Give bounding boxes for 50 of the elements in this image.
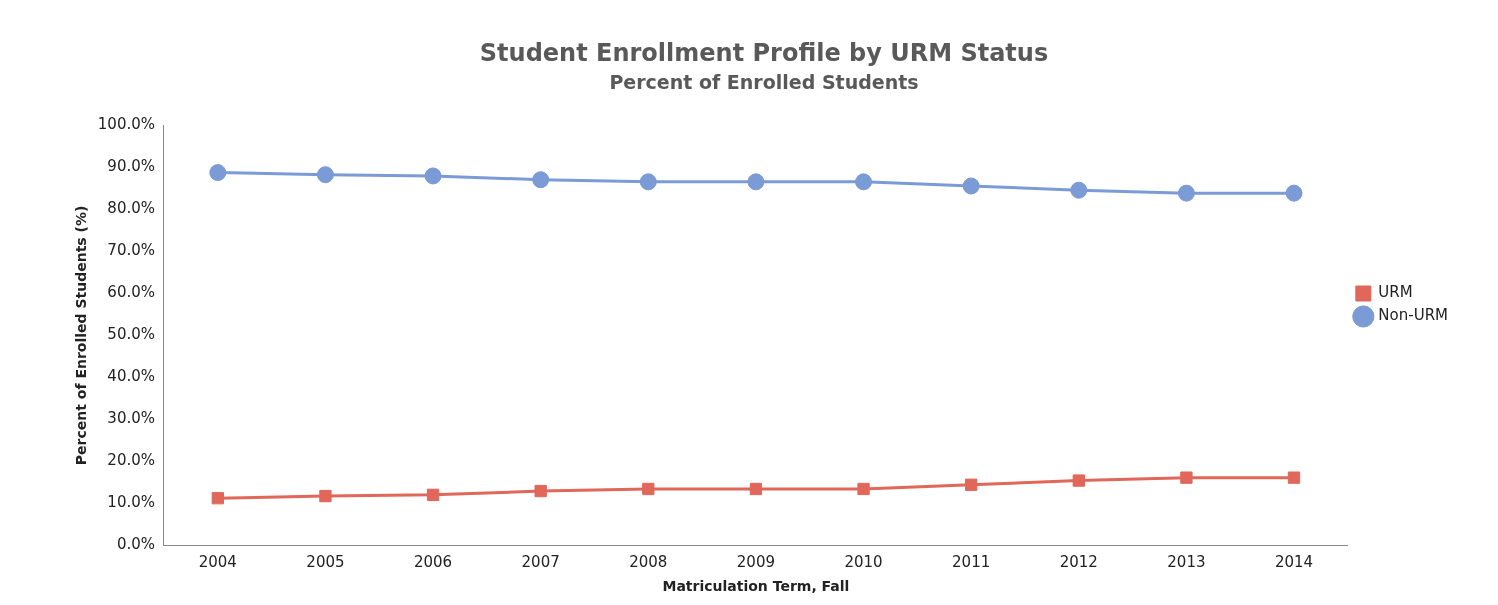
- y-tick-label: 90.0%: [107, 157, 155, 176]
- point: [426, 488, 440, 502]
- x-tick-label: 2008: [629, 553, 668, 572]
- point: [639, 173, 657, 191]
- chart-title: Student Enrollment Profile by URM Status: [479, 38, 1049, 67]
- point: [1072, 474, 1085, 487]
- x-tick-label: 2009: [736, 553, 776, 572]
- point: [642, 482, 655, 496]
- point: [424, 167, 442, 185]
- x-tick-label: 2006: [413, 553, 453, 572]
- point: [749, 482, 763, 496]
- y-axis-title: Percent of Enrolled Students (%): [73, 205, 90, 466]
- point: [855, 173, 873, 191]
- point: [1070, 181, 1088, 199]
- y-tick-label: 20.0%: [107, 451, 155, 470]
- point: [747, 173, 765, 191]
- point: [1177, 184, 1195, 202]
- point: [962, 177, 980, 195]
- x-tick-label: 2014: [1274, 553, 1314, 572]
- x-tick-label: 2005: [306, 553, 345, 572]
- chart-subtitle: Percent of Enrolled Students: [609, 71, 919, 94]
- y-tick-label: 80.0%: [107, 199, 155, 218]
- x-tick-label: 2013: [1167, 553, 1206, 572]
- y-tick-label: 60.0%: [107, 283, 155, 302]
- x-tick-label: 2010: [844, 553, 883, 572]
- y-tick-label: 100.0%: [97, 115, 155, 134]
- x-tick-label: 2004: [198, 553, 237, 572]
- point: [857, 482, 870, 496]
- legend-label: URM: [1378, 283, 1413, 302]
- point: [316, 166, 334, 184]
- y-tick-label: 0.0%: [116, 535, 155, 554]
- y-tick-label: 40.0%: [107, 367, 155, 386]
- x-tick-label: 2012: [1059, 553, 1098, 572]
- x-tick-label: 2007: [521, 553, 560, 572]
- y-tick-label: 50.0%: [107, 325, 155, 344]
- point: [1285, 184, 1303, 202]
- legend-label: Non-URM: [1378, 306, 1449, 325]
- point: [1180, 471, 1193, 484]
- point: [1287, 471, 1301, 484]
- point: [211, 492, 224, 505]
- x-tick-label: 2011: [952, 553, 991, 572]
- point: [532, 171, 550, 189]
- y-tick-label: 10.0%: [107, 493, 155, 512]
- y-tick-label: 30.0%: [107, 409, 155, 428]
- point: [965, 478, 978, 491]
- point: [209, 164, 227, 182]
- point: [319, 489, 332, 503]
- x-axis-title: Matriculation Term, Fall: [662, 578, 850, 595]
- point: [534, 484, 547, 498]
- y-tick-label: 70.0%: [107, 241, 155, 260]
